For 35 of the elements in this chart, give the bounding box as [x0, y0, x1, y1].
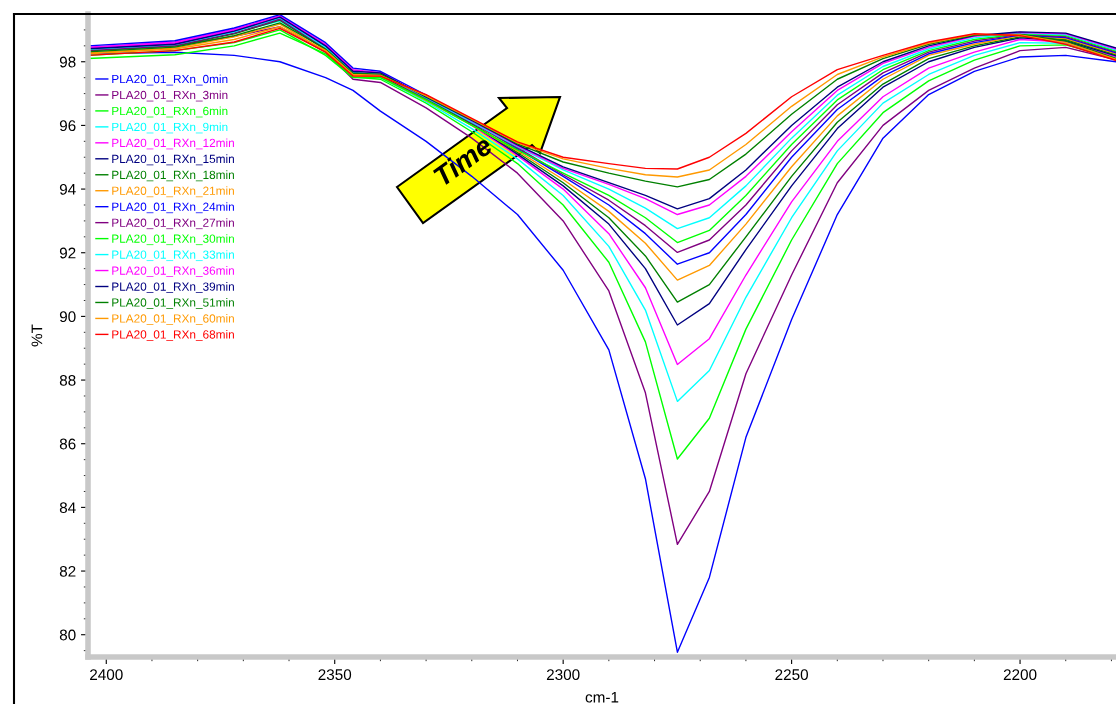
legend-label: PLA20_01_RXn_39min: [112, 282, 234, 293]
legend-label: PLA20_01_RXn_24min: [112, 202, 234, 214]
y-tick-label: 86: [59, 438, 76, 450]
y-tick-label: 80: [59, 629, 76, 641]
legend-label: PLA20_01_RXn_68min: [112, 329, 234, 341]
legend-label: PLA20_01_RXn_21min: [112, 186, 234, 198]
legend-label: PLA20_01_RXn_36min: [112, 266, 234, 278]
legend-label: PLA20_01_RXn_15min: [112, 154, 234, 166]
y-tick-label: 82: [59, 565, 76, 577]
x-tick-label: 2250: [775, 669, 809, 681]
legend-label: PLA20_01_RXn_12min: [112, 138, 234, 150]
legend-label: PLA20_01_RXn_27min: [112, 218, 234, 230]
legend-label: PLA20_01_RXn_51min: [112, 298, 234, 309]
y-tick-label: 84: [59, 502, 76, 514]
y-tick-label: 94: [59, 183, 76, 195]
legend-label: PLA20_01_RXn_60min: [112, 314, 234, 325]
x-tick-label: 2300: [546, 669, 580, 681]
y-tick-label: 88: [59, 374, 76, 386]
y-tick-label: 98: [59, 56, 76, 68]
y-tick-label: 92: [59, 247, 76, 259]
x-tick-label: 2200: [1003, 669, 1037, 681]
legend-label: PLA20_01_RXn_30min: [112, 234, 234, 246]
legend-label: PLA20_01_RXn_6min: [112, 106, 228, 118]
legend-label: PLA20_01_RXn_33min: [112, 250, 234, 262]
annotation: Time: [431, 134, 494, 187]
y-tick-label: 90: [59, 311, 76, 323]
legend-label: PLA20_01_RXn_18min: [112, 170, 234, 182]
x-axis-title: cm-1: [585, 691, 619, 703]
legend-label: PLA20_01_RXn_0min: [112, 74, 228, 86]
x-tick-label: 2350: [318, 669, 352, 681]
legend-label: PLA20_01_RXn_9min: [112, 122, 228, 134]
x-tick-label: 2400: [90, 669, 123, 681]
y-axis-title: %T: [31, 324, 43, 347]
y-tick-label: 96: [59, 120, 76, 132]
legend-label: PLA20_01_RXn_3min: [112, 90, 228, 102]
